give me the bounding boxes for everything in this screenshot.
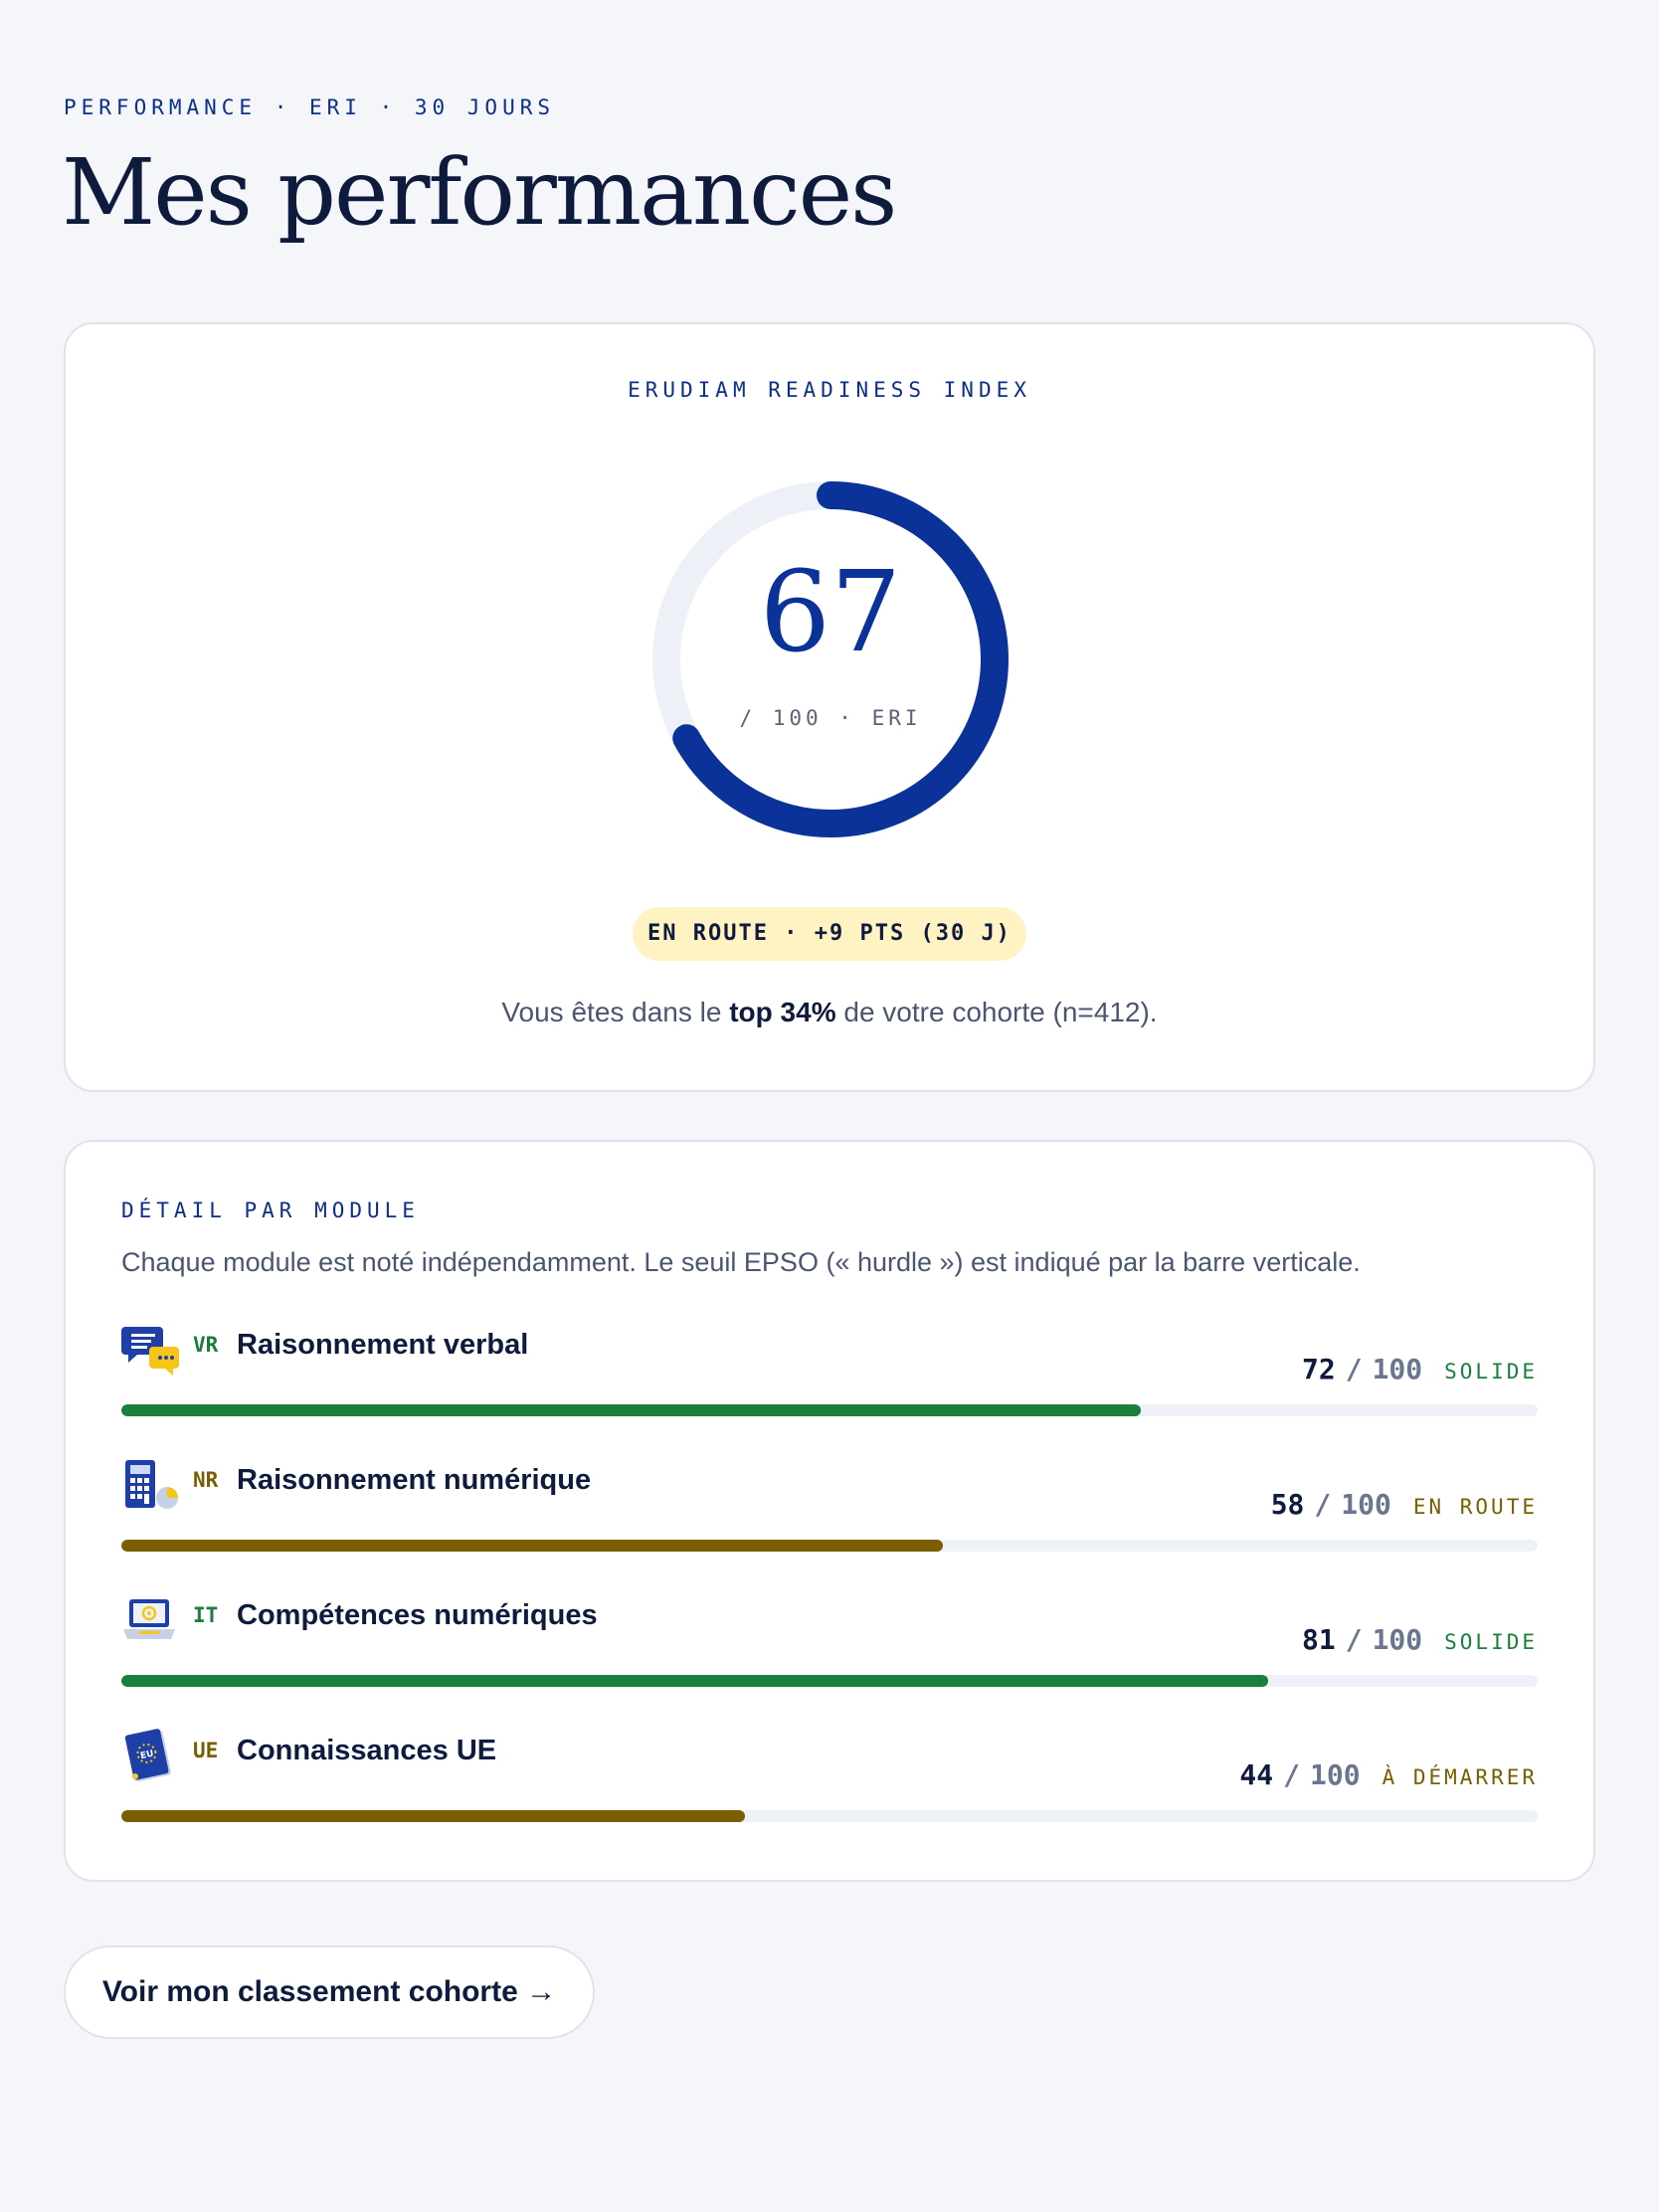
module-name: Compétences numériques	[237, 1599, 598, 1631]
module-row-ue: EU UE Connaissances UE 44 / 100 À DÉMARRER	[121, 1729, 1538, 1838]
svg-text:EU: EU	[139, 1750, 154, 1762]
module-score: 58 / 100 EN ROUTE	[1271, 1488, 1538, 1521]
page-title: Mes performances	[62, 139, 897, 246]
cohort-suffix: de votre cohorte (n=412).	[835, 997, 1158, 1027]
progress-fill	[121, 1404, 1142, 1416]
score-max: 100	[1309, 1758, 1361, 1791]
module-status: SOLIDE	[1444, 1360, 1538, 1383]
module-row-nr: NR Raisonnement numérique 58 / 100 EN ROUTE	[121, 1458, 1538, 1567]
module-score: 81 / 100 SOLIDE	[1302, 1623, 1538, 1656]
status-badge: EN ROUTE · +9 PTS (30 J)	[633, 907, 1026, 961]
progress-track	[121, 1404, 1538, 1416]
progress-fill	[121, 1810, 745, 1822]
module-status: SOLIDE	[1444, 1630, 1538, 1654]
eri-score: 67	[759, 548, 902, 677]
module-status: EN ROUTE	[1412, 1495, 1538, 1519]
module-row-it: IT Compétences numériques 81 / 100 SOLIDE	[121, 1593, 1538, 1703]
progress-track	[121, 1810, 1538, 1822]
module-code: VR	[193, 1333, 219, 1357]
gauge-progress-arc	[652, 481, 1009, 837]
score-max: 100	[1372, 1623, 1423, 1656]
score-separator: /	[1314, 1488, 1332, 1521]
modules-description: Chaque module est noté indépendamment. L…	[121, 1247, 1361, 1277]
cohort-highlight: top 34%	[729, 997, 836, 1027]
eri-unit: / 100 · ERI	[739, 706, 922, 730]
score-separator: /	[1345, 1623, 1363, 1656]
modules-card	[64, 1140, 1595, 1882]
eri-gauge	[652, 481, 1009, 837]
eri-card	[64, 322, 1595, 1092]
module-code: NR	[193, 1468, 219, 1492]
eri-label: ERUDIAM READINESS INDEX	[628, 378, 1031, 402]
cohort-ranking-button[interactable]: Voir mon classement cohorte →	[64, 1945, 595, 2039]
module-score: 72 / 100 SOLIDE	[1302, 1353, 1538, 1385]
modules-label: DÉTAIL PAR MODULE	[121, 1198, 420, 1222]
cohort-prefix: Vous êtes dans le	[501, 997, 730, 1027]
module-status: À DÉMARRER	[1382, 1765, 1538, 1789]
score-max: 100	[1372, 1353, 1423, 1385]
speech-bubbles-icon	[121, 1327, 179, 1376]
progress-fill	[121, 1540, 943, 1552]
progress-track	[121, 1540, 1538, 1552]
calculator-icon	[125, 1460, 178, 1509]
laptop-icon	[123, 1599, 175, 1639]
score-value: 44	[1239, 1758, 1274, 1791]
score-separator: /	[1283, 1758, 1300, 1791]
module-name: Raisonnement verbal	[237, 1329, 529, 1361]
score-separator: /	[1345, 1353, 1363, 1385]
module-code: UE	[193, 1739, 219, 1762]
score-max: 100	[1341, 1488, 1391, 1521]
module-score: 44 / 100 À DÉMARRER	[1239, 1758, 1538, 1791]
module-name: Connaissances UE	[237, 1735, 497, 1766]
page-eyebrow: PERFORMANCE · ERI · 30 JOURS	[64, 95, 556, 119]
module-row-vr: VR Raisonnement verbal 72 / 100 SOLIDE	[121, 1323, 1538, 1432]
cohort-rank-text: Vous êtes dans le top 34% de votre cohor…	[0, 997, 1659, 1028]
module-code: IT	[193, 1603, 219, 1627]
eu-book-icon: EU	[124, 1729, 171, 1782]
progress-fill	[121, 1675, 1269, 1687]
score-value: 58	[1270, 1488, 1305, 1521]
score-value: 81	[1301, 1623, 1336, 1656]
score-value: 72	[1301, 1353, 1336, 1385]
module-name: Raisonnement numérique	[237, 1464, 592, 1496]
progress-track	[121, 1675, 1538, 1687]
